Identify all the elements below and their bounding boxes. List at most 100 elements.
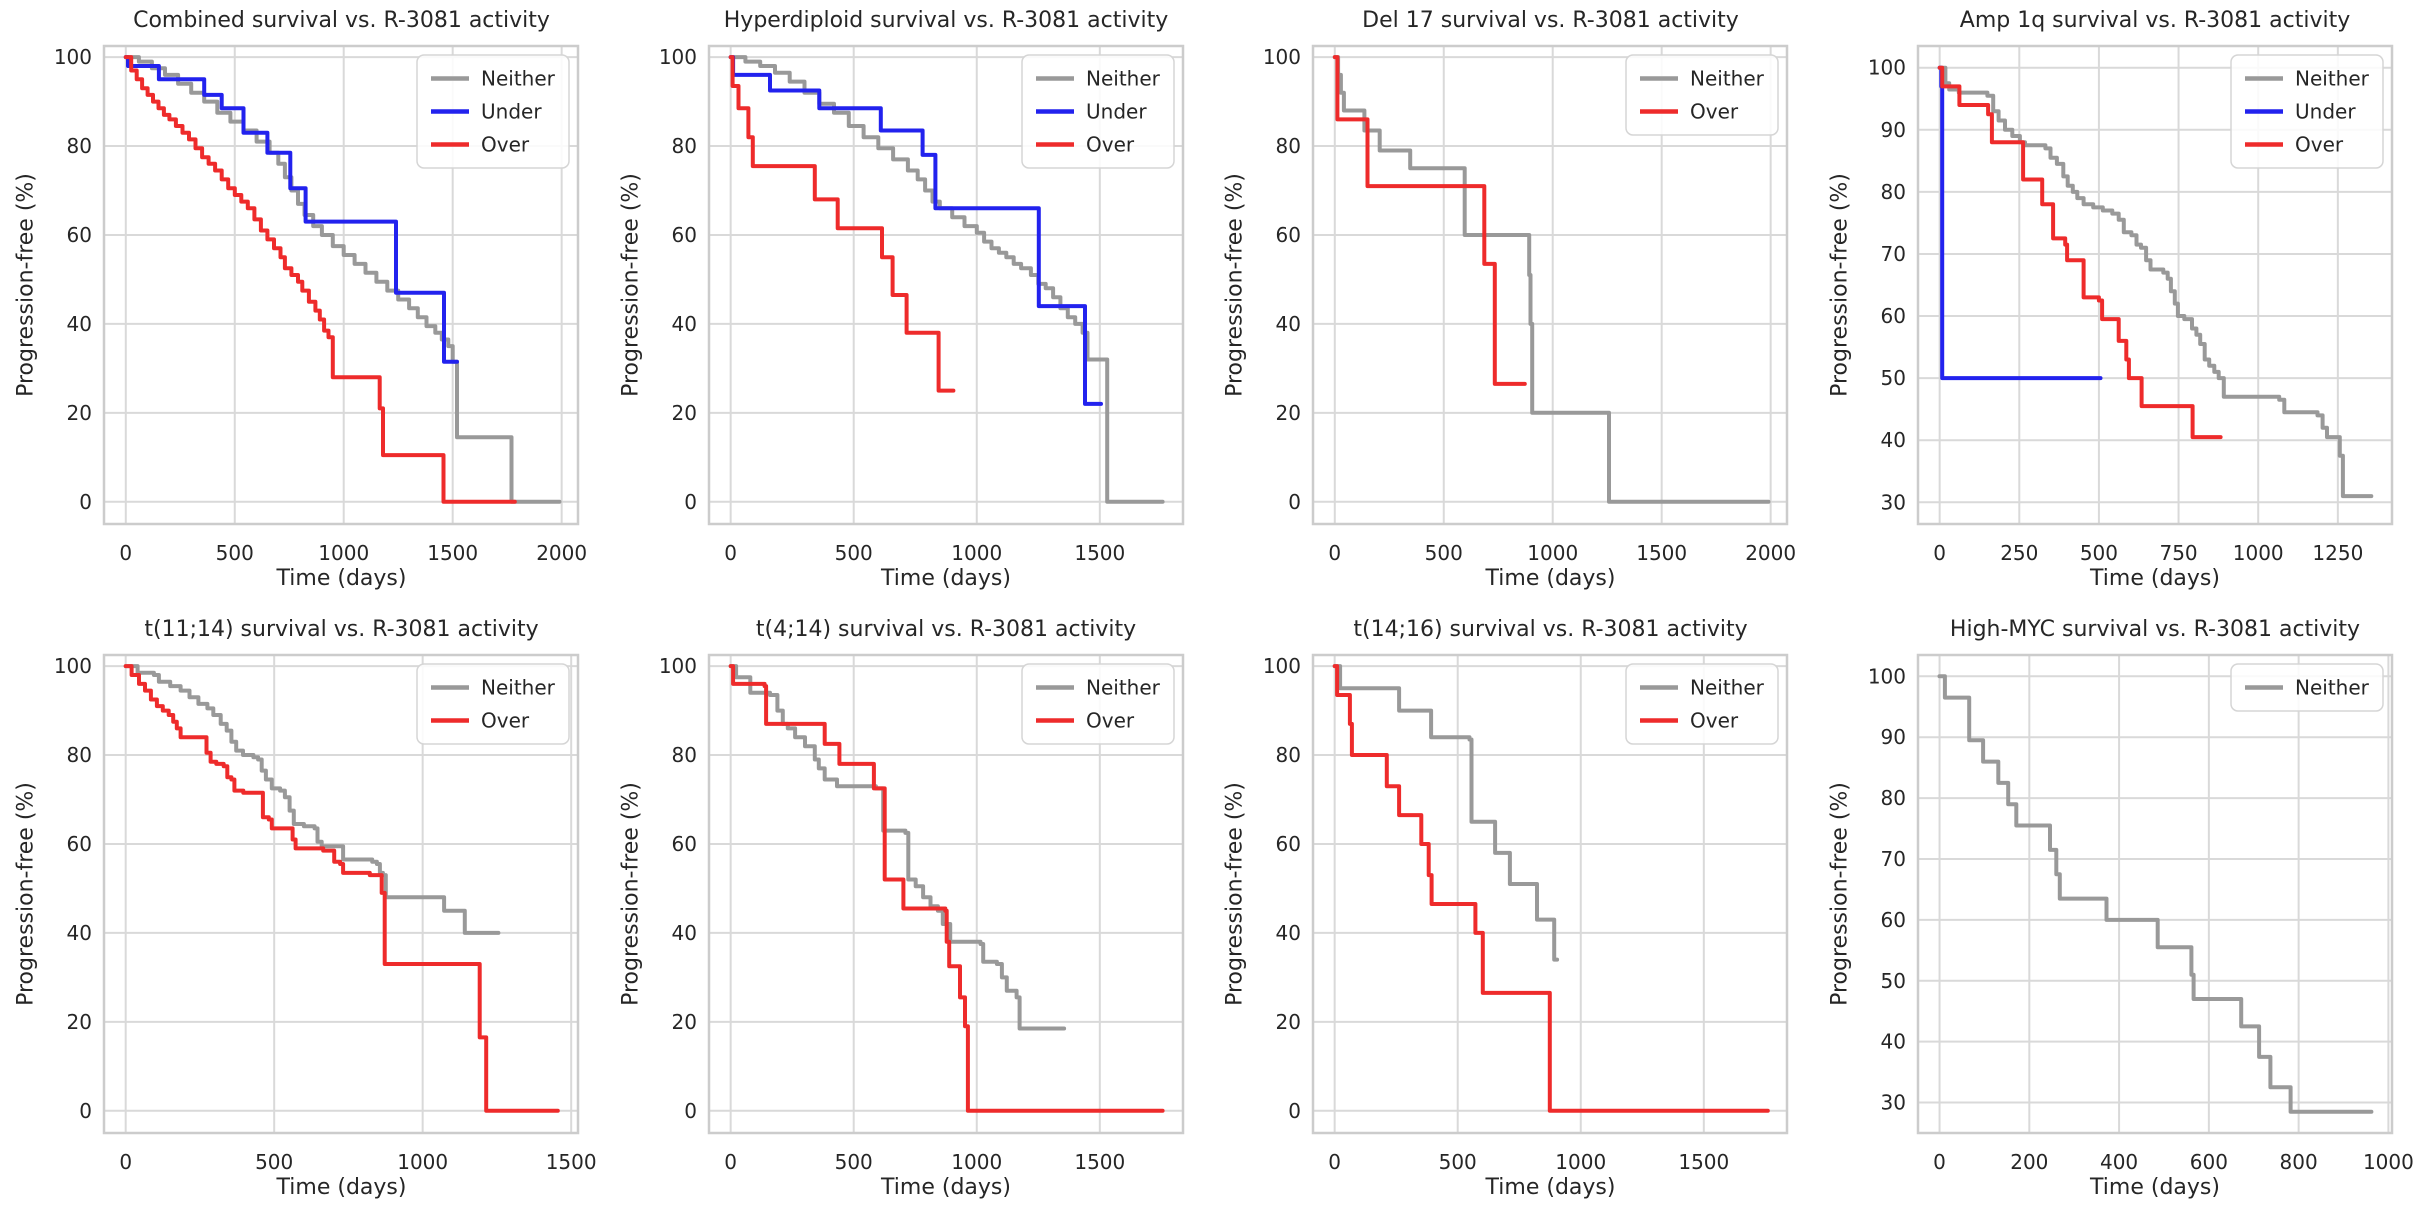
y-tick-label: 80 — [1276, 134, 1301, 158]
y-tick-label: 30 — [1880, 1091, 1905, 1115]
x-tick-label: 0 — [1328, 1150, 1341, 1174]
series-line-over — [1332, 55, 1527, 386]
y-tick-label: 60 — [1276, 832, 1301, 856]
subplot-t14-16: t(14;16) survival vs. R-3081 activity Pr… — [1209, 609, 1814, 1218]
chart-title: t(11;14) survival vs. R-3081 activity — [144, 617, 539, 642]
x-tick-label: 500 — [834, 541, 872, 565]
legend-label: Neither — [1690, 67, 1765, 91]
legend: Neither Over — [1020, 663, 1175, 745]
plot-border — [102, 653, 580, 1135]
x-tick-label: 600 — [2189, 1150, 2227, 1174]
subplot-hyperdiploid: Hyperdiploid survival vs. R-3081 activit… — [605, 0, 1210, 609]
x-tick-label: 2000 — [1745, 541, 1796, 565]
x-tick-label: 1000 — [1555, 1150, 1606, 1174]
y-tick-label: 50 — [1880, 366, 1905, 390]
subplot-t11-14: t(11;14) survival vs. R-3081 activity Pr… — [0, 609, 605, 1218]
legend-label: Neither — [1690, 676, 1765, 700]
y-tick-label: 40 — [671, 921, 696, 945]
subplot-high-myc: High-MYC survival vs. R-3081 activity Pr… — [1814, 609, 2418, 1218]
y-tick-label: 80 — [671, 743, 696, 767]
legend-label: Over — [1690, 100, 1739, 124]
x-axis-label: Time (days) — [1485, 1175, 1616, 1200]
x-axis-label: Time (days) — [276, 1175, 407, 1200]
plot-area: 0 500 1000 1500 0 20 40 60 80 100 Neither Over — [658, 653, 1184, 1174]
x-tick-label: 500 — [1425, 541, 1463, 565]
x-axis-label: Time (days) — [881, 566, 1011, 591]
legend-label: Over — [1086, 133, 1135, 157]
y-tick-label: 80 — [671, 134, 696, 158]
x-axis-label: Time (days) — [2090, 1175, 2220, 1200]
series-line-neither — [728, 664, 1066, 1031]
plot-border — [707, 653, 1184, 1135]
x-tick-label: 1000 — [397, 1150, 448, 1174]
plot-area: 0 200 400 600 800 1000 30 40 50 60 70 80 90 100 Neithe… — [1867, 653, 2413, 1174]
x-axis-label: Time (days) — [1485, 566, 1616, 591]
y-tick-label: 100 — [54, 45, 92, 69]
y-tick-label: 40 — [671, 312, 696, 336]
x-tick-label: 200 — [2010, 1150, 2048, 1174]
x-tick-label: 0 — [1328, 541, 1341, 565]
series-line-over — [123, 664, 560, 1113]
x-tick-label: 0 — [1933, 541, 1946, 565]
y-tick-label: 0 — [684, 1099, 697, 1123]
chart-title: t(4;14) survival vs. R-3081 activity — [755, 617, 1137, 642]
legend-label: Neither — [2295, 67, 2370, 91]
chart-title: Hyperdiploid survival vs. R-3081 activit… — [723, 8, 1169, 33]
y-tick-label: 80 — [67, 134, 92, 158]
chart-title: t(14;16) survival vs. R-3081 activity — [1353, 617, 1748, 642]
series-line-over — [123, 55, 517, 504]
legend-label: Under — [481, 100, 542, 124]
series-line-neither — [123, 55, 562, 504]
y-tick-label: 100 — [1867, 56, 1905, 80]
plot-area: 0 500 1000 1500 2000 0 20 40 60 80 100 Neither Over — [1263, 44, 1796, 565]
y-tick-label: 20 — [1276, 1010, 1301, 1034]
y-tick-label: 70 — [1880, 242, 1905, 266]
legend: Neither Under Over — [416, 54, 570, 169]
legend-label: Over — [1086, 709, 1135, 733]
legend-label: Over — [1690, 709, 1739, 733]
y-tick-label: 0 — [1288, 1099, 1301, 1123]
y-tick-label: 40 — [1276, 921, 1301, 945]
plot-border — [1916, 44, 2393, 526]
legend-label: Neither — [481, 676, 556, 700]
x-tick-label: 500 — [1439, 1150, 1477, 1174]
y-tick-label: 50 — [1880, 969, 1905, 993]
x-tick-label: 500 — [255, 1150, 293, 1174]
y-tick-label: 80 — [1880, 786, 1905, 810]
y-tick-label: 40 — [67, 921, 92, 945]
plot-area: 0 250 500 750 1000 1250 30 40 50 60 70 80 90 100 Neith… — [1867, 44, 2393, 565]
legend-label: Over — [481, 133, 530, 157]
x-tick-label: 1000 — [2362, 1150, 2413, 1174]
legend: Neither Under Over — [2229, 54, 2384, 169]
x-tick-label: 400 — [2099, 1150, 2137, 1174]
y-tick-label: 0 — [684, 490, 697, 514]
y-tick-label: 100 — [1867, 664, 1905, 688]
legend-box — [1020, 54, 1175, 169]
legend-box — [1625, 663, 1779, 745]
legend: Neither Over — [1625, 663, 1779, 745]
x-tick-label: 1000 — [318, 541, 369, 565]
legend-box — [2229, 54, 2384, 169]
x-tick-label: 1500 — [1074, 541, 1125, 565]
y-tick-label: 20 — [67, 1010, 92, 1034]
y-tick-label: 80 — [67, 743, 92, 767]
legend-label: Under — [1086, 100, 1147, 124]
y-tick-label: 60 — [67, 223, 92, 247]
legend: Neither — [2229, 663, 2384, 712]
plot-area: 0 500 1000 1500 0 20 40 60 80 100 Neither Over — [54, 653, 597, 1174]
y-tick-label: 40 — [67, 312, 92, 336]
y-tick-label: 0 — [1288, 490, 1301, 514]
plot-border — [707, 44, 1184, 526]
x-tick-label: 1250 — [2312, 541, 2363, 565]
series-line-neither — [1332, 55, 1771, 504]
y-tick-label: 70 — [1880, 847, 1905, 871]
x-tick-label: 0 — [724, 1150, 737, 1174]
y-tick-label: 60 — [671, 223, 696, 247]
x-tick-label: 0 — [1933, 1150, 1946, 1174]
plot-border — [102, 44, 580, 526]
y-tick-label: 30 — [1880, 490, 1905, 514]
chart-title: Combined survival vs. R-3081 activity — [133, 8, 550, 33]
legend-label: Under — [2295, 100, 2356, 124]
legend-box — [416, 663, 570, 745]
